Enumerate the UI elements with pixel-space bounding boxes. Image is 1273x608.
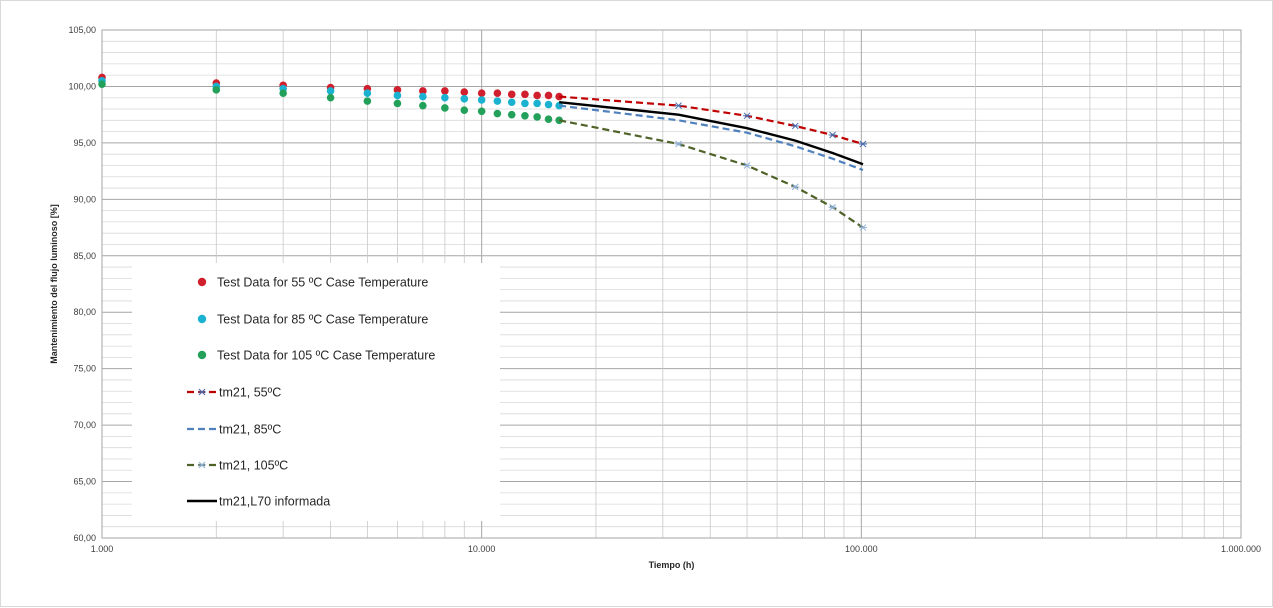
- legend-label: tm21, 105ºC: [219, 459, 288, 473]
- data-point: [393, 99, 402, 108]
- data-point: [533, 99, 541, 108]
- data-point: [326, 87, 335, 95]
- data-point: [441, 93, 449, 102]
- data-point: [279, 89, 287, 98]
- legend-marker: [197, 277, 207, 287]
- legend-marker: [197, 314, 207, 324]
- series-marker: [858, 224, 867, 231]
- plot-area-border: [101, 29, 1242, 539]
- legend: Test Data for 55 ºC Case Temperature Test…: [132, 263, 500, 521]
- data-point: [555, 92, 563, 101]
- y-tick-label: 65,00: [73, 477, 96, 487]
- data-point: [493, 89, 502, 98]
- series-marker: [674, 102, 683, 109]
- data-point: [326, 93, 335, 102]
- data-point: [507, 110, 516, 119]
- series-marker: [791, 122, 800, 130]
- data-point: [555, 101, 563, 110]
- series-marker: [743, 162, 752, 169]
- legend-label: Test Data for 85 ºC Case Temperature: [217, 313, 428, 327]
- data-point: [477, 107, 486, 116]
- data-point: [493, 109, 502, 118]
- data-point: [393, 86, 402, 94]
- data-point: [544, 115, 553, 123]
- data-point: [533, 91, 541, 100]
- series-line: [559, 101, 864, 166]
- series-marker: [198, 388, 206, 396]
- data-point: [363, 89, 372, 98]
- data-point: [363, 97, 372, 105]
- legend-symbol: [187, 461, 217, 469]
- data-point: [521, 111, 529, 120]
- x-tick-label: 1.000: [91, 544, 114, 554]
- y-tick-label: 60,00: [73, 533, 96, 543]
- series-marker: [674, 140, 683, 148]
- data-point: [477, 89, 486, 98]
- legend-label: tm21,L70 informada: [219, 495, 330, 509]
- data-point: [419, 92, 427, 101]
- legend-symbol: [197, 277, 207, 287]
- legend-symbol: [197, 314, 207, 324]
- series-line: [559, 104, 864, 172]
- y-axis-title: Mantenimiento del flujo luminoso [%]: [49, 204, 59, 364]
- series-line: [558, 119, 864, 229]
- data-point: [533, 113, 541, 121]
- data-point: [507, 90, 516, 99]
- series-marker: [791, 183, 800, 191]
- data-point: [544, 91, 553, 100]
- data-point: [521, 90, 529, 99]
- data-point: [544, 100, 553, 109]
- legend-label: Test Data for 105 ºC Case Temperature: [217, 349, 435, 363]
- x-axis-title: Tiempo (h): [649, 560, 695, 570]
- data-point: [521, 99, 529, 108]
- data-point: [441, 104, 449, 112]
- y-tick-label: 95,00: [73, 138, 96, 148]
- data-point: [393, 91, 402, 100]
- series-marker: [828, 203, 837, 211]
- series-marker: [743, 112, 752, 120]
- data-point: [419, 87, 427, 95]
- y-tick-label: 105,00: [68, 25, 96, 35]
- y-tick-label: 80,00: [73, 307, 96, 317]
- series-marker: [828, 131, 837, 139]
- data-point: [98, 80, 106, 88]
- legend-label: Test Data for 55 ºC Case Temperature: [217, 276, 428, 290]
- legend-marker: [197, 350, 207, 360]
- y-tick-label: 85,00: [73, 251, 96, 261]
- data-point: [419, 101, 427, 110]
- x-tick-label: 1.000.000: [1221, 544, 1261, 554]
- x-tick-label: 10.000: [468, 544, 496, 554]
- data-point: [460, 106, 469, 114]
- y-tick-label: 90,00: [73, 194, 96, 204]
- series-marker: [198, 461, 206, 469]
- y-tick-label: 75,00: [73, 364, 96, 374]
- series-marker: [858, 140, 867, 148]
- y-tick-label: 70,00: [73, 420, 96, 430]
- data-point: [212, 86, 221, 94]
- series-layer: [98, 73, 867, 231]
- data-point: [460, 88, 469, 96]
- y-tick-label: 100,00: [68, 81, 96, 91]
- axis-layer: 60,00 65,00 70,00 75,00 80,00 85,00 90,00 95,00…: [49, 25, 1261, 570]
- data-point: [555, 116, 563, 125]
- legend-symbol: [187, 388, 217, 396]
- data-point: [477, 96, 486, 104]
- x-tick-label: 100.000: [845, 544, 878, 554]
- legend-label: tm21, 55ºC: [219, 386, 281, 400]
- data-point: [460, 95, 469, 103]
- legend-symbol: [197, 350, 207, 360]
- data-point: [493, 97, 502, 105]
- series-line: [559, 95, 864, 146]
- data-point: [441, 87, 449, 95]
- legend-label: tm21, 85ºC: [219, 423, 281, 437]
- data-point: [507, 98, 516, 107]
